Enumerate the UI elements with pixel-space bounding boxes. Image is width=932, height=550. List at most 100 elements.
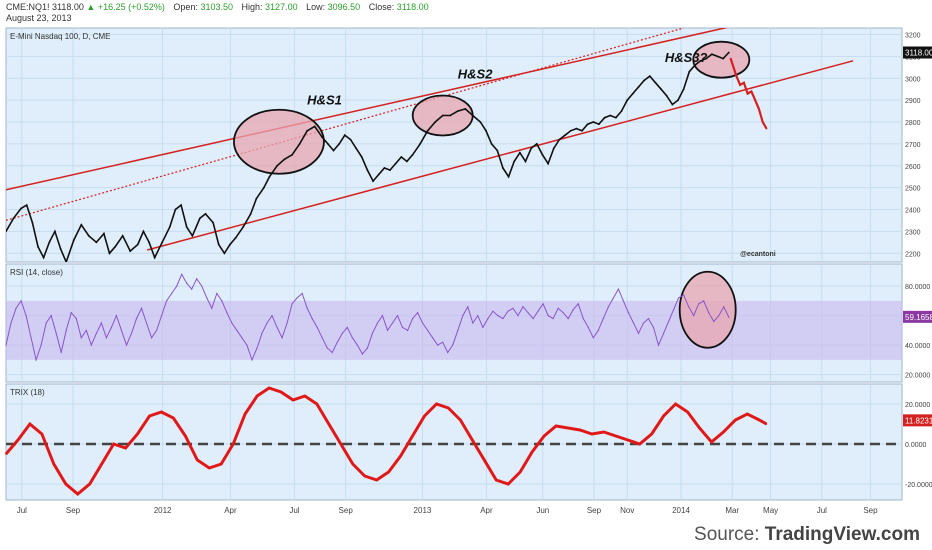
rsi-point [125, 344, 128, 346]
chart-area[interactable]: 2200230024002500260027002800290030003100… [0, 0, 932, 520]
price-point [434, 121, 437, 123]
price-change: ▲ +16.25 (+0.52%) [86, 2, 165, 12]
price-point [229, 243, 231, 246]
price-projection-series [729, 58, 768, 130]
trix-point [375, 479, 378, 481]
price-point [180, 204, 182, 207]
trix-point [399, 455, 402, 457]
rsi-point [396, 315, 399, 317]
trix-point [112, 443, 115, 445]
price-point [490, 143, 493, 145]
panel-title: RSI (14, close) [10, 268, 63, 277]
rsi-point [271, 315, 273, 317]
price-point [377, 173, 380, 176]
price-point [48, 241, 51, 244]
price-point [722, 57, 725, 60]
last-price: 3118.00 [52, 2, 84, 12]
price-point [631, 92, 634, 95]
x-tick-label: Sep [863, 506, 878, 515]
rsi-point [75, 317, 77, 320]
x-tick-label: Jul [817, 506, 827, 515]
y-tick-label: 2300 [905, 229, 921, 236]
price-point [614, 116, 617, 119]
rsi-point [90, 344, 92, 346]
pattern-highlight-ellipse [233, 108, 325, 175]
price-point [739, 83, 742, 86]
price-point [394, 162, 397, 165]
rsi-point [587, 326, 589, 329]
trix-point [184, 435, 187, 437]
trix-point [507, 483, 509, 485]
rsi-point [637, 332, 640, 334]
x-tick-label: 2012 [154, 506, 172, 515]
symbol[interactable]: CME:NQ1! [6, 2, 50, 12]
price-point [750, 90, 753, 93]
source-brand[interactable]: TradingView.com [764, 524, 920, 545]
trix-point [363, 475, 366, 477]
rsi-point [512, 307, 514, 309]
trix-point [160, 411, 163, 413]
price-point [603, 116, 606, 119]
trix-point [41, 433, 43, 435]
y-tick-label: 3200 [905, 33, 921, 40]
price-point [42, 256, 45, 259]
rsi-point [166, 300, 168, 302]
trix-point [765, 423, 768, 425]
rsi-point [427, 329, 429, 331]
price-point [313, 125, 316, 128]
price-point [25, 204, 28, 207]
rsi-point [477, 315, 479, 317]
rsi-point [708, 312, 710, 314]
open-value: 3103.50 [200, 2, 233, 12]
rsi-point [316, 326, 318, 329]
trix-point [710, 441, 713, 443]
price-point [765, 127, 768, 130]
rsi-point [216, 292, 218, 295]
rsi-point [226, 312, 228, 314]
price-point [496, 149, 499, 152]
trix-point [471, 439, 474, 441]
trix-point [567, 427, 569, 429]
symbol-quote-line: CME:NQ1! 3118.00 ▲ +16.25 (+0.52%) Open:… [6, 2, 429, 12]
rsi-point [482, 326, 484, 329]
price-point [564, 134, 566, 137]
rsi-point [35, 359, 37, 361]
pattern-annotation: H&S3? [665, 50, 708, 65]
x-tick-label: May [763, 506, 778, 515]
y-tick-label: 20.0000 [905, 373, 930, 380]
rsi-point [698, 303, 700, 305]
rsi-point [622, 300, 625, 302]
trix-point [328, 423, 330, 425]
rsi-point [417, 312, 419, 314]
rsi-point [25, 315, 27, 317]
rsi-point [145, 322, 148, 324]
rsi-point [723, 306, 725, 308]
trix-point [686, 411, 689, 413]
price-series [6, 51, 730, 262]
price-point [366, 169, 369, 172]
y-tick-label: 2900 [905, 98, 921, 105]
price-point [660, 88, 662, 91]
price-point [349, 138, 352, 141]
trix-point [304, 395, 306, 397]
price-point [671, 103, 674, 106]
price-point [102, 232, 105, 235]
trix-point [495, 479, 498, 481]
price-point [283, 158, 286, 161]
x-tick-label: Jun [536, 506, 549, 515]
trix-point [5, 453, 7, 455]
price-point [121, 234, 124, 237]
y-tick-label: 3000 [905, 76, 921, 83]
panel-title: TRIX (18) [10, 388, 45, 397]
price-point [479, 121, 482, 123]
trix-point [17, 439, 19, 441]
price-point [552, 147, 555, 150]
rsi-point [492, 310, 494, 312]
rsi-band [6, 300, 902, 360]
price-point [383, 167, 386, 169]
rsi-point [70, 312, 72, 314]
rsi-point [647, 317, 650, 320]
rsi-point [351, 337, 353, 339]
rsi-point [291, 303, 293, 305]
trix-point [220, 463, 223, 465]
